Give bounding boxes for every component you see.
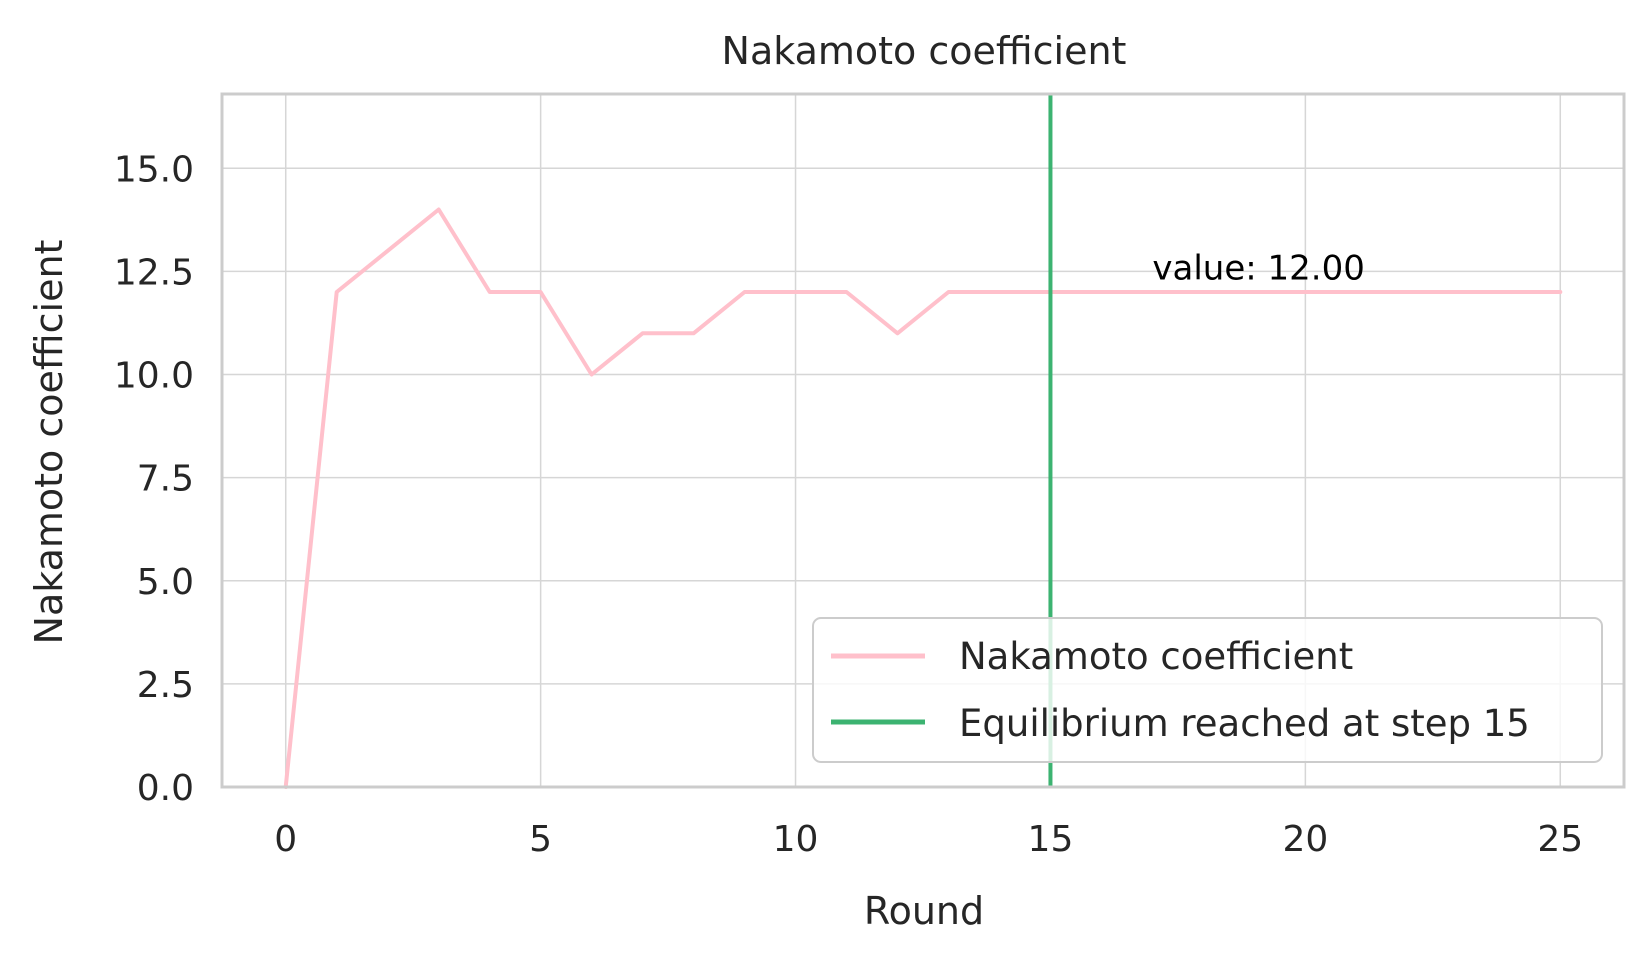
tick-labels: 0 5 10 15 20 25 0.0 2.5 5.0 7.5 10.0 12.5 15.0 <box>114 149 1583 860</box>
x-tick-label: 15 <box>1028 819 1074 860</box>
legend-label-equilibrium: Equilibrium reached at step 15 <box>959 702 1530 745</box>
x-axis-label: Round <box>864 889 984 933</box>
legend: Nakamoto coefficient Equilibrium reached… <box>812 617 1603 763</box>
chart-title: Nakamoto coefficient <box>722 29 1127 73</box>
x-tick-label: 20 <box>1282 819 1328 860</box>
legend-box <box>812 617 1603 763</box>
y-tick-label: 0.0 <box>137 768 194 809</box>
y-tick-label: 15.0 <box>114 149 194 190</box>
x-tick-label: 25 <box>1537 819 1583 860</box>
grid <box>222 94 1624 788</box>
x-tick-label: 0 <box>274 819 297 860</box>
annotation-label: value: 12.00 <box>1152 249 1364 289</box>
x-tick-label: 5 <box>529 819 552 860</box>
series-line-nakamoto <box>283 207 1563 789</box>
y-tick-label: 2.5 <box>137 665 194 706</box>
y-tick-label: 12.5 <box>114 252 194 293</box>
y-tick-label: 10.0 <box>114 356 194 397</box>
y-axis-label: Nakamoto coefficient <box>27 240 71 645</box>
legend-label-nakamoto: Nakamoto coefficient <box>959 635 1353 678</box>
y-tick-label: 5.0 <box>137 562 194 603</box>
y-tick-label: 7.5 <box>137 459 194 500</box>
x-tick-label: 10 <box>773 819 819 860</box>
plot-frame <box>220 92 1626 789</box>
